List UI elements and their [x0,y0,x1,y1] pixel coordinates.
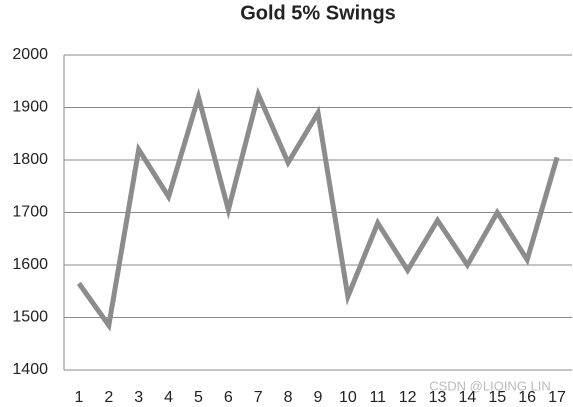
x-tick-label: 2 [104,389,113,406]
x-tick-label: 1 [74,389,83,406]
x-tick-label: 10 [339,389,357,406]
y-tick-label: 1800 [12,151,48,168]
y-tick-label: 1900 [12,99,48,116]
x-tick-label: 11 [369,389,386,406]
x-tick-label: 14 [459,389,477,406]
x-tick-label: 4 [164,389,173,406]
y-tick-label: 1600 [12,256,48,273]
x-tick-label: 17 [548,389,566,406]
x-tick-label: 5 [194,389,203,406]
x-tick-label: 7 [254,389,263,406]
x-tick-label: 15 [488,389,506,406]
x-tick-label: 13 [429,389,447,406]
y-tick-label: 1500 [12,309,48,326]
x-tick-label: 3 [134,389,143,406]
y-tick-label: 1700 [12,204,48,221]
watermark: CSDN @LIQING LIN [429,378,551,393]
y-tick-label: 1400 [12,361,48,378]
x-tick-label: 9 [314,389,323,406]
chart-title: Gold 5% Swings [240,2,396,24]
x-tick-label: 16 [518,389,536,406]
x-tick-label: 8 [284,389,293,406]
data-line [76,86,560,332]
y-tick-label: 2000 [12,46,48,63]
x-tick-label: 6 [224,389,233,406]
x-tick-label: 12 [399,389,417,406]
